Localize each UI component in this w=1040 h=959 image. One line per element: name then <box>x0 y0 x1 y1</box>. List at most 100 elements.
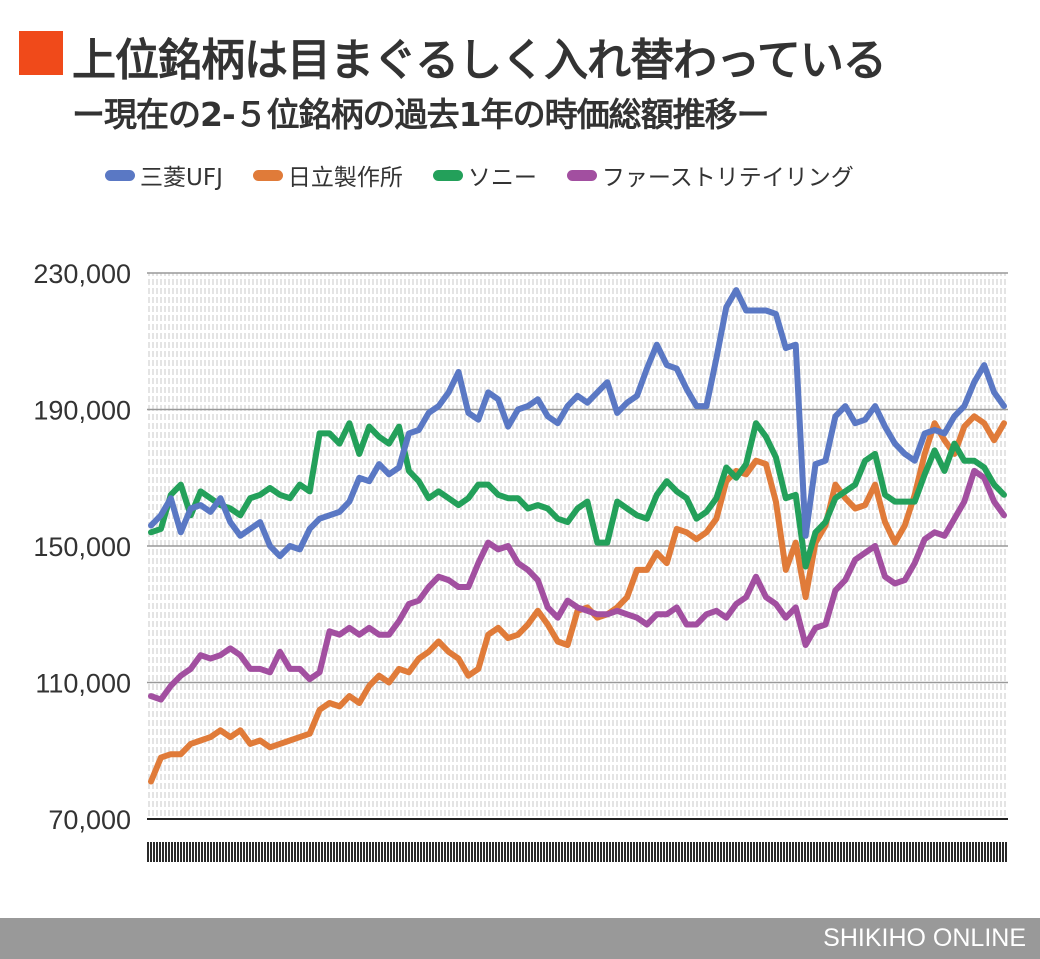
x-tick-label <box>561 842 563 862</box>
x-tick-label <box>501 842 503 862</box>
x-tick-label <box>330 842 332 862</box>
x-tick-label <box>300 842 302 862</box>
x-tick-label <box>732 842 734 862</box>
x-tick-label <box>654 842 656 862</box>
x-tick-label <box>726 842 728 862</box>
x-tick-label <box>879 842 881 862</box>
x-tick-label <box>243 842 245 862</box>
x-tick-label <box>510 842 512 862</box>
x-tick-label <box>294 842 296 862</box>
x-tick-label <box>183 842 185 862</box>
x-tick-label <box>645 842 647 862</box>
x-tick-label <box>174 842 176 862</box>
x-tick-label <box>672 842 674 862</box>
x-tick-label <box>969 842 971 862</box>
x-tick-label <box>222 842 224 862</box>
x-tick-label <box>333 842 335 862</box>
x-tick-label <box>753 842 755 862</box>
x-tick-label <box>522 842 524 862</box>
x-tick-label <box>810 842 812 862</box>
x-tick-label <box>267 842 269 862</box>
x-tick-label <box>168 842 170 862</box>
x-tick-label <box>867 842 869 862</box>
x-tick-label <box>165 842 167 862</box>
x-tick-label <box>984 842 986 862</box>
x-tick-label <box>324 842 326 862</box>
x-tick-label <box>852 842 854 862</box>
x-tick-label <box>978 842 980 862</box>
x-tick-label <box>861 842 863 862</box>
x-tick-label <box>801 842 803 862</box>
x-tick-label <box>804 842 806 862</box>
x-tick-label <box>933 842 935 862</box>
x-tick-label <box>516 842 518 862</box>
legend-item-sony: ソニー <box>432 158 537 192</box>
x-tick-label <box>498 842 500 862</box>
x-tick-label <box>408 842 410 862</box>
x-tick-label <box>402 842 404 862</box>
x-tick-label <box>369 842 371 862</box>
x-tick-label <box>180 842 182 862</box>
x-tick-label <box>531 842 533 862</box>
x-tick-label <box>555 842 557 862</box>
x-tick-label <box>849 842 851 862</box>
x-tick-label <box>675 842 677 862</box>
x-tick-label <box>660 842 662 862</box>
series-line-1 <box>148 413 1007 785</box>
x-tick-label <box>765 842 767 862</box>
x-tick-label <box>762 842 764 862</box>
x-tick-label <box>633 842 635 862</box>
x-tick-label <box>270 842 272 862</box>
x-tick-label <box>378 842 380 862</box>
x-tick-label <box>390 842 392 862</box>
x-tick-label <box>813 842 815 862</box>
x-tick-label <box>717 842 719 862</box>
x-tick-label <box>858 842 860 862</box>
x-tick-label <box>771 842 773 862</box>
legend-label: 日立製作所 <box>287 165 403 191</box>
x-tick-label <box>387 842 389 862</box>
x-tick-label <box>915 842 917 862</box>
x-tick-label <box>255 842 257 862</box>
legend-item-mufg: 三菱UFJ <box>105 158 223 192</box>
x-tick-label <box>462 842 464 862</box>
x-tick-label <box>930 842 932 862</box>
x-tick-label <box>201 842 203 862</box>
x-tick-label <box>597 842 599 862</box>
x-tick-label <box>495 842 497 862</box>
x-tick-label <box>360 842 362 862</box>
x-tick-label <box>150 842 152 862</box>
x-tick-label <box>819 842 821 862</box>
x-tick-label <box>669 842 671 862</box>
x-tick-label <box>768 842 770 862</box>
x-tick-label <box>948 842 950 862</box>
legend-swatch <box>105 169 135 181</box>
x-tick-label <box>537 842 539 862</box>
x-tick-label <box>696 842 698 862</box>
x-tick-label <box>345 842 347 862</box>
x-tick-label <box>906 842 908 862</box>
x-tick-label <box>210 842 212 862</box>
x-tick-label <box>792 842 794 862</box>
x-tick-label <box>690 842 692 862</box>
x-tick-label <box>213 842 215 862</box>
x-tick-label <box>291 842 293 862</box>
x-tick-label <box>327 842 329 862</box>
x-tick-label <box>1002 842 1004 862</box>
x-tick-label <box>711 842 713 862</box>
x-tick-label <box>705 842 707 862</box>
x-tick-label <box>888 842 890 862</box>
x-tick-label <box>264 842 266 862</box>
x-tick-label <box>450 842 452 862</box>
x-tick-label <box>897 842 899 862</box>
x-tick-label <box>513 842 515 862</box>
x-tick-label <box>708 842 710 862</box>
x-tick-label <box>687 842 689 862</box>
x-tick-label <box>783 842 785 862</box>
x-tick-label <box>459 842 461 862</box>
x-tick-label <box>438 842 440 862</box>
x-tick-label <box>357 842 359 862</box>
legend-item-hitachi: 日立製作所 <box>252 158 403 192</box>
legend-item-fastretailing: ファーストリテイリング <box>566 158 854 192</box>
x-tick-label <box>471 842 473 862</box>
